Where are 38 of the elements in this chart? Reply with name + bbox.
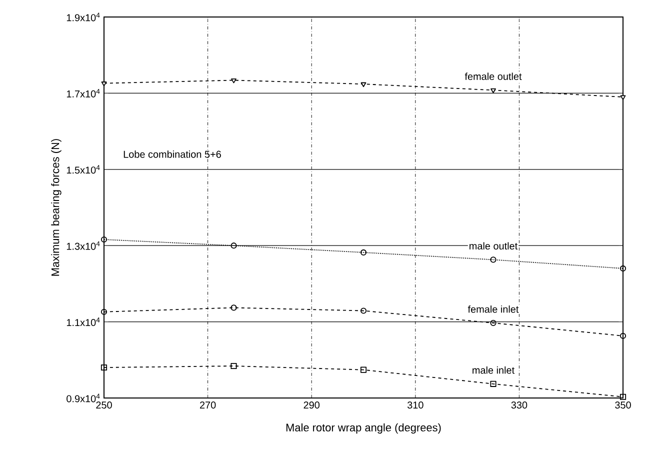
y-tick-label: 1.1x10$^{4}$ (66, 318, 100, 326)
point (620, 332, 626, 339)
point (620, 394, 626, 400)
annotation: Lobe combination 5+6 (124, 150, 221, 158)
point (360, 308, 367, 314)
point (360, 82, 366, 88)
point (231, 78, 236, 84)
series-label: male inlet (472, 366, 514, 374)
x-tick-label: 330 (511, 402, 528, 409)
point (360, 249, 367, 256)
y-axis-title: Maximum bearing forces (N) (51, 139, 62, 276)
point (230, 362, 237, 370)
y-tick-label: 1.7x10$^{4}$ (66, 88, 100, 98)
y-tick-label: 0.9x10$^{4}$ (66, 394, 100, 402)
series-label: female outlet (464, 72, 522, 80)
point (230, 242, 237, 249)
x-tick-label: 290 (304, 402, 320, 409)
y-tick-label: 1.5x10$^{4}$ (66, 165, 100, 174)
x-tick-label: 350 (615, 402, 631, 409)
y-tick-label: 1.9x10$^{4}$ (66, 12, 100, 22)
point (100, 308, 108, 315)
x-tick-label: 250 (96, 402, 112, 409)
point (230, 304, 237, 311)
series-label: male outlet (470, 242, 518, 250)
point (490, 88, 496, 94)
series-label: female inlet (468, 305, 519, 313)
point (620, 95, 626, 100)
point (360, 366, 367, 373)
point (490, 256, 496, 263)
x-tick-label: 310 (407, 402, 424, 409)
point (620, 265, 626, 272)
point (100, 364, 108, 371)
point (100, 236, 108, 243)
y-tick-label: 1.3x10$^{4}$ (66, 241, 100, 250)
point (490, 320, 496, 326)
x-tick-label: 270 (200, 402, 216, 409)
point (490, 380, 496, 387)
x-axis-title: Male rotor wrap angle (degrees) (286, 423, 441, 434)
